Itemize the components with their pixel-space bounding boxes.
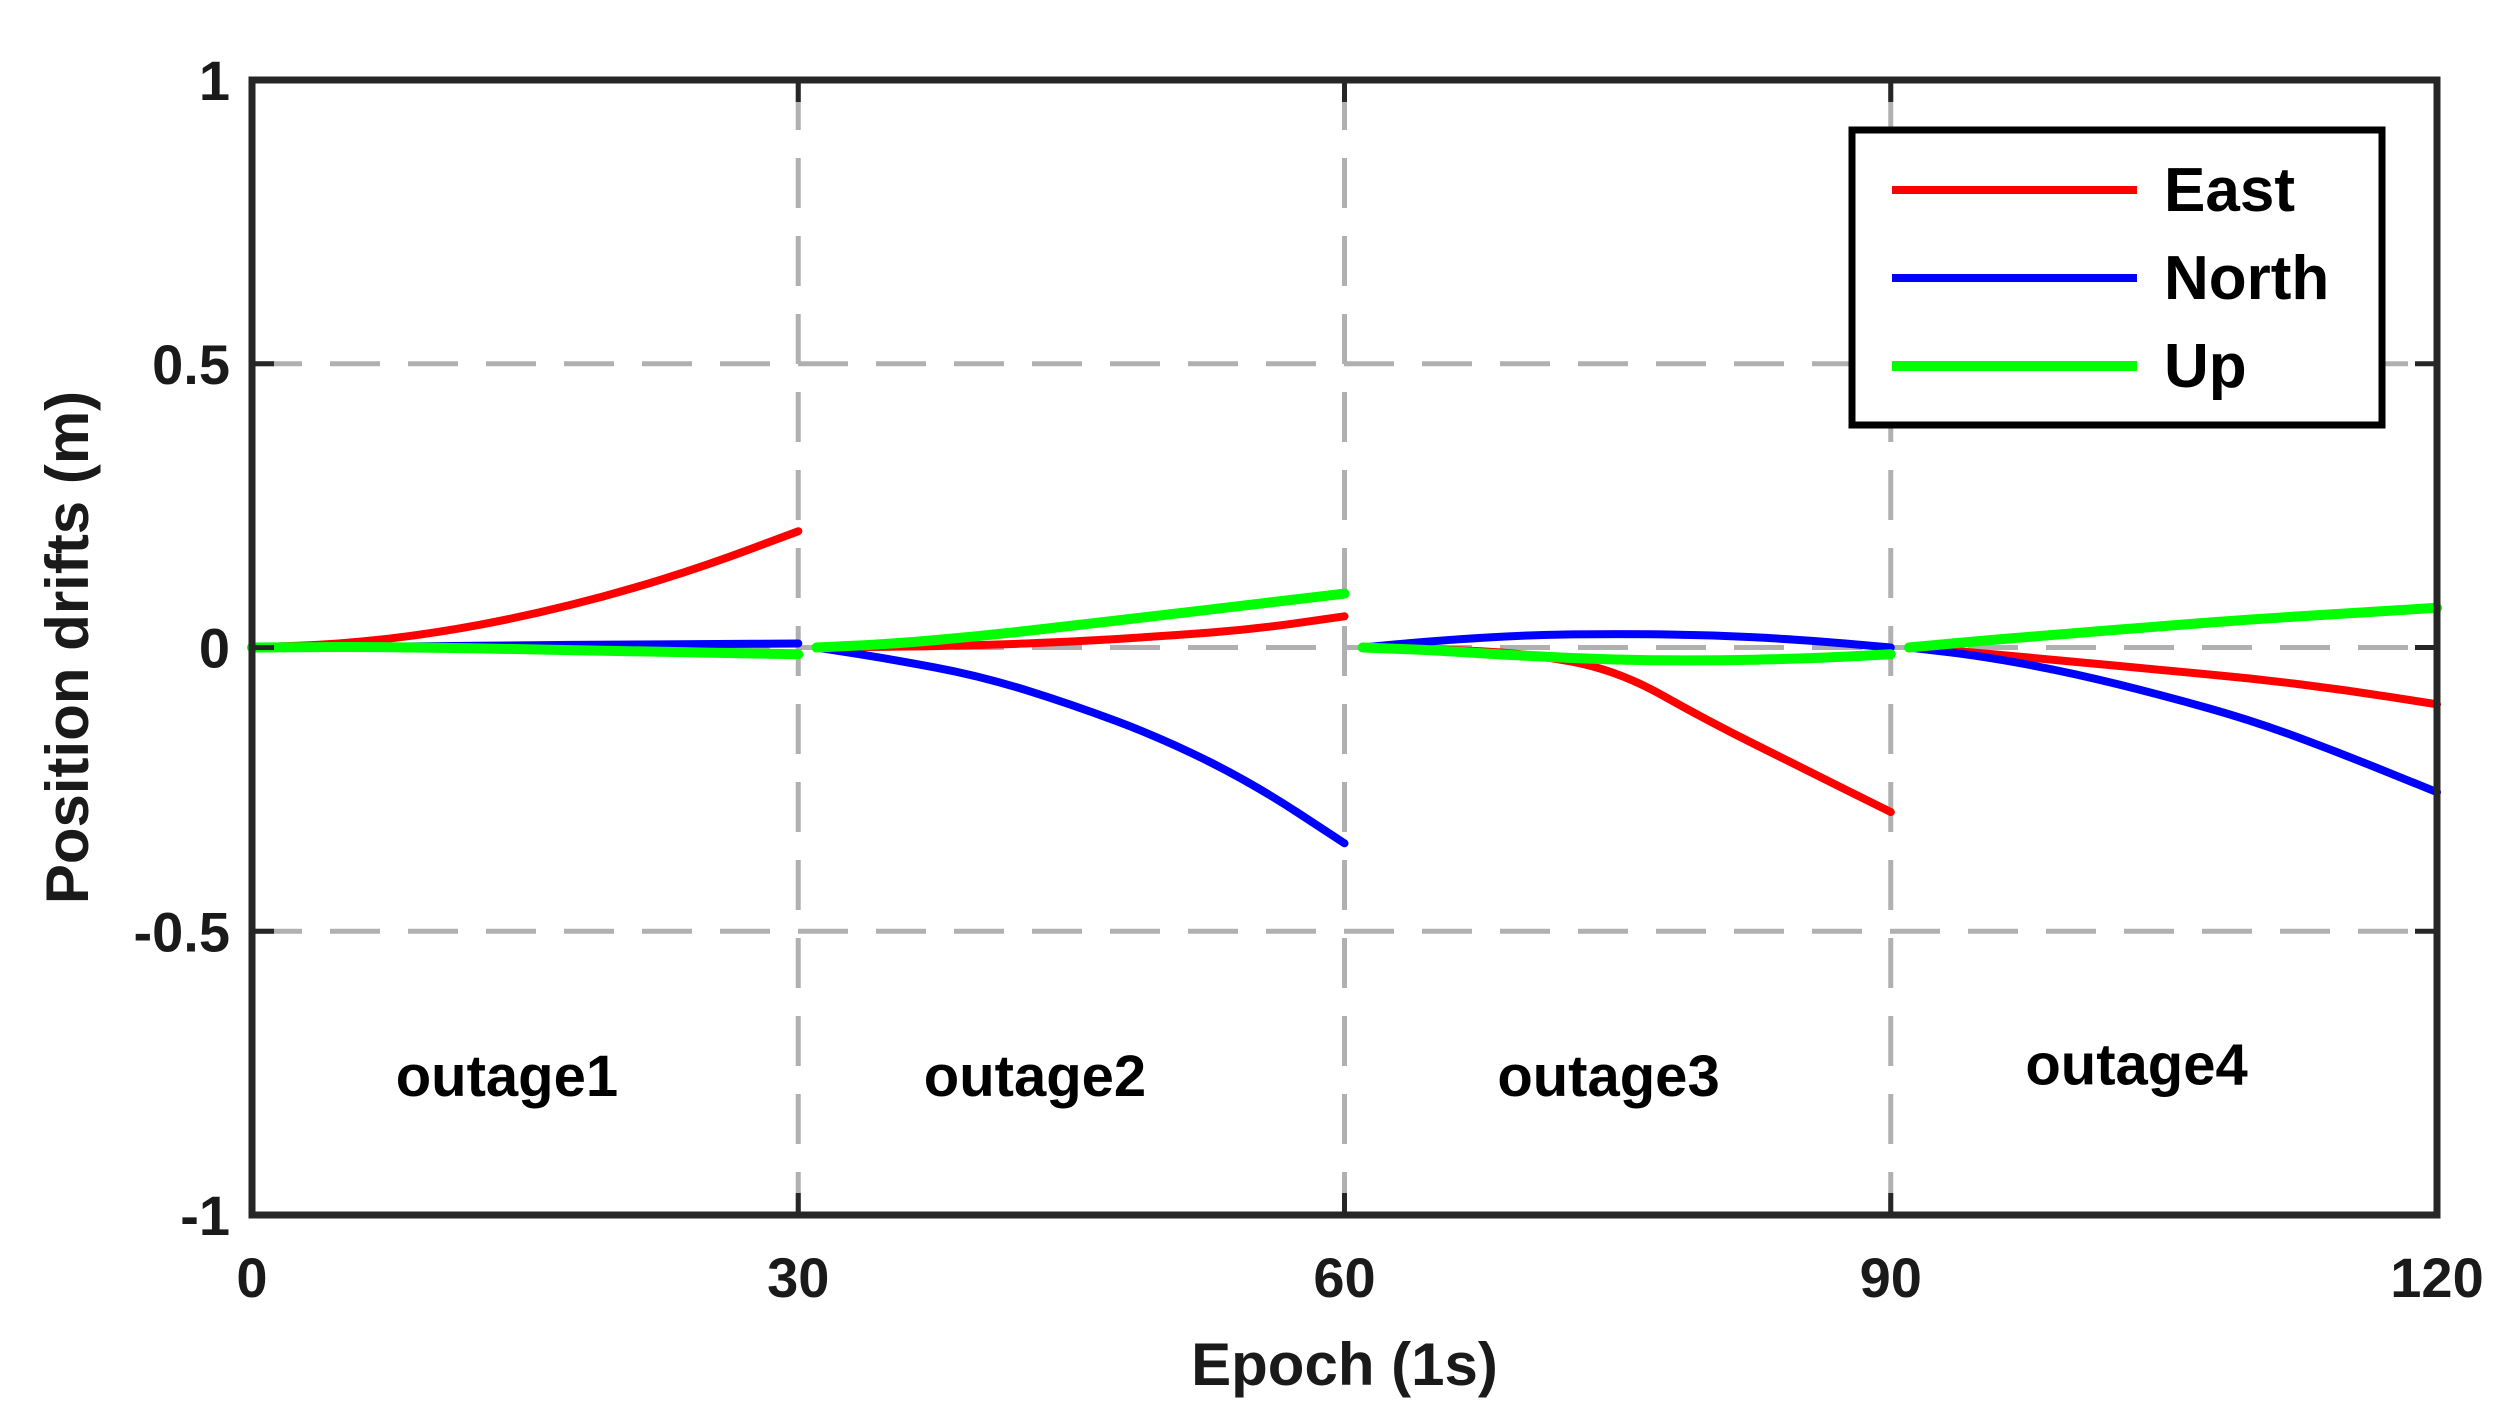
series-up-segment-3 <box>1357 642 1896 666</box>
annotation-outage1: outage1 <box>396 1044 618 1109</box>
axis-ticks: 0 30 60 90 120 1 0.5 0 -0.5 -1 <box>134 49 2484 1309</box>
series-lines <box>247 527 2442 848</box>
x-tick-label: 90 <box>1860 1246 1922 1309</box>
series-up-segment-2 <box>811 588 1350 653</box>
annotation-outage3: outage3 <box>1497 1044 1719 1109</box>
x-tick-label: 60 <box>1313 1246 1375 1309</box>
y-tick-label: 0 <box>199 617 230 680</box>
series-up-segment-1 <box>247 642 804 660</box>
legend: East North Up <box>1848 126 2386 429</box>
x-axis-title: Epoch (1s) <box>1191 1331 1498 1398</box>
series-east-segment-3 <box>1358 643 1895 817</box>
y-tick-label: -1 <box>180 1184 230 1247</box>
annotation-outage4: outage4 <box>2025 1032 2247 1097</box>
series-east-segment-1 <box>248 527 803 652</box>
y-tick-label: 1 <box>199 49 230 112</box>
x-tick-label: 120 <box>2390 1246 2483 1309</box>
annotations: outage1 outage2 outage3 outage4 <box>396 1032 2248 1108</box>
y-axis-title: Position drifts (m) <box>34 391 101 904</box>
y-tick-label: 0.5 <box>152 333 230 396</box>
x-tick-label: 0 <box>236 1246 267 1309</box>
series-up-segment-4 <box>1904 602 2442 653</box>
y-tick-label: -0.5 <box>134 900 231 963</box>
series-east-segment-4 <box>1905 643 2441 709</box>
legend-label-up: Up <box>2164 332 2247 401</box>
legend-label-north: North <box>2164 244 2329 313</box>
legend-label-east: East <box>2164 156 2295 225</box>
series-north-segment-2 <box>812 643 1349 848</box>
series-north-segment-3 <box>1358 630 1895 652</box>
series-north-segment-4 <box>1905 643 2441 797</box>
annotation-outage2: outage2 <box>924 1044 1146 1109</box>
x-tick-label: 30 <box>767 1246 829 1309</box>
